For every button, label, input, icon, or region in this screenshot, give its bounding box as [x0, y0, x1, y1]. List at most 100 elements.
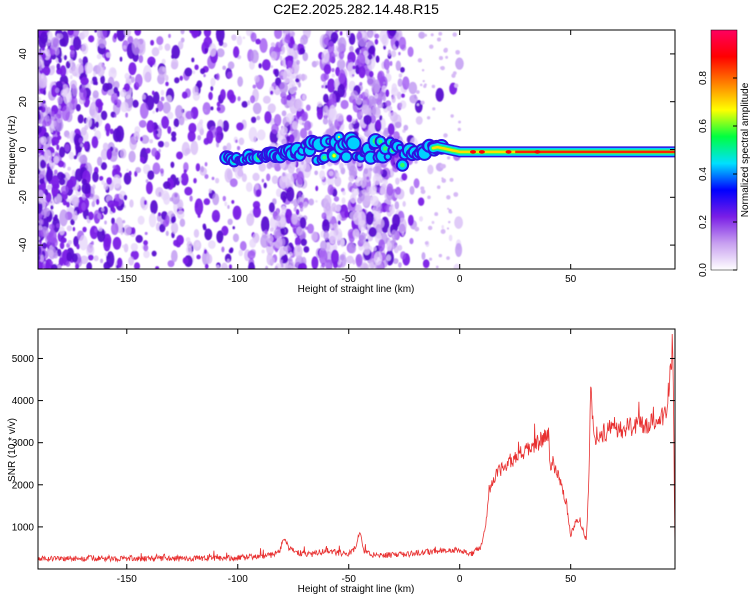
speckle [43, 89, 46, 96]
speckle [334, 204, 341, 212]
speckle [355, 118, 358, 124]
speckle [69, 50, 75, 58]
speckle [284, 208, 293, 224]
speckle [290, 36, 294, 44]
speckle [367, 107, 372, 117]
speckle [116, 30, 126, 42]
speckle [435, 87, 444, 102]
speckle [93, 255, 99, 262]
speckle [250, 116, 257, 124]
speckle [202, 102, 211, 115]
speckle [330, 31, 339, 43]
speckle [427, 195, 431, 200]
speckle [113, 113, 117, 118]
speckle [315, 185, 319, 192]
speckle [38, 218, 43, 226]
speckle [441, 177, 444, 180]
speckle [416, 103, 420, 106]
speckle [322, 219, 330, 233]
speckle [290, 213, 298, 225]
speckle [40, 254, 45, 263]
speckle [336, 172, 340, 178]
speckle [38, 255, 41, 262]
speckle [271, 123, 279, 135]
speckle [101, 180, 105, 185]
speckle [53, 155, 60, 164]
speckle [320, 240, 327, 251]
speckle [363, 168, 369, 175]
speckle [263, 182, 267, 189]
speckle [193, 228, 200, 238]
speckle [453, 192, 459, 197]
speckle [397, 78, 403, 87]
speckle [327, 184, 334, 196]
speckle [429, 44, 434, 49]
speckle [81, 202, 86, 211]
speckle [174, 77, 180, 84]
ridge-hotspot [534, 150, 541, 154]
speckle [38, 125, 42, 134]
speckle [50, 36, 60, 50]
speckle [100, 75, 105, 85]
speckle [237, 76, 244, 87]
spectrogram-axes: -150 -100 -50 0 50 -40 -20 0 20 40 [18, 30, 675, 285]
speckle [144, 231, 148, 236]
speckle [101, 207, 105, 212]
speckle [157, 212, 162, 217]
speckle [327, 41, 335, 55]
speckle [106, 148, 113, 160]
speckle [358, 37, 367, 47]
speckle [260, 234, 269, 248]
speckle [331, 67, 335, 73]
speckle [234, 164, 244, 179]
speckle [221, 225, 229, 236]
speckle [395, 60, 402, 71]
speckle [137, 38, 146, 50]
speckle [350, 90, 359, 100]
speckle [247, 250, 256, 260]
speckle [346, 255, 354, 264]
speckle [298, 262, 307, 269]
speckle [417, 197, 425, 206]
speckle [130, 242, 138, 252]
speckle [179, 75, 183, 81]
speckle [140, 134, 150, 144]
speckle [302, 52, 309, 62]
speckle [360, 111, 364, 116]
speckle [394, 121, 402, 129]
speckle [164, 74, 169, 82]
speckle [138, 54, 144, 64]
speckle [100, 148, 109, 161]
speckle [458, 120, 461, 124]
speckle [170, 161, 175, 168]
speckle [151, 147, 158, 157]
speckle [94, 228, 98, 233]
speckle [445, 55, 449, 59]
speckle [66, 102, 74, 112]
speckle [388, 111, 392, 118]
speckle [261, 178, 265, 183]
speckle [298, 201, 304, 209]
speckle [216, 141, 220, 148]
speckle [57, 160, 65, 168]
speckle [175, 104, 184, 119]
speckle [67, 166, 71, 171]
speckle [52, 130, 56, 134]
speckle [150, 200, 158, 215]
speckle [210, 106, 214, 111]
speckle [49, 48, 56, 56]
speckle [209, 43, 217, 57]
speckle [400, 66, 405, 73]
speckle [299, 47, 306, 55]
speckle [194, 64, 199, 71]
speckle [221, 262, 228, 269]
speckle [186, 241, 193, 249]
speckle [355, 176, 363, 187]
speckle [203, 198, 211, 206]
speckle [78, 58, 82, 64]
speckle [282, 195, 287, 203]
speckle [155, 130, 159, 135]
speckle [140, 136, 143, 142]
speckle [409, 237, 414, 245]
speckle [352, 259, 356, 265]
